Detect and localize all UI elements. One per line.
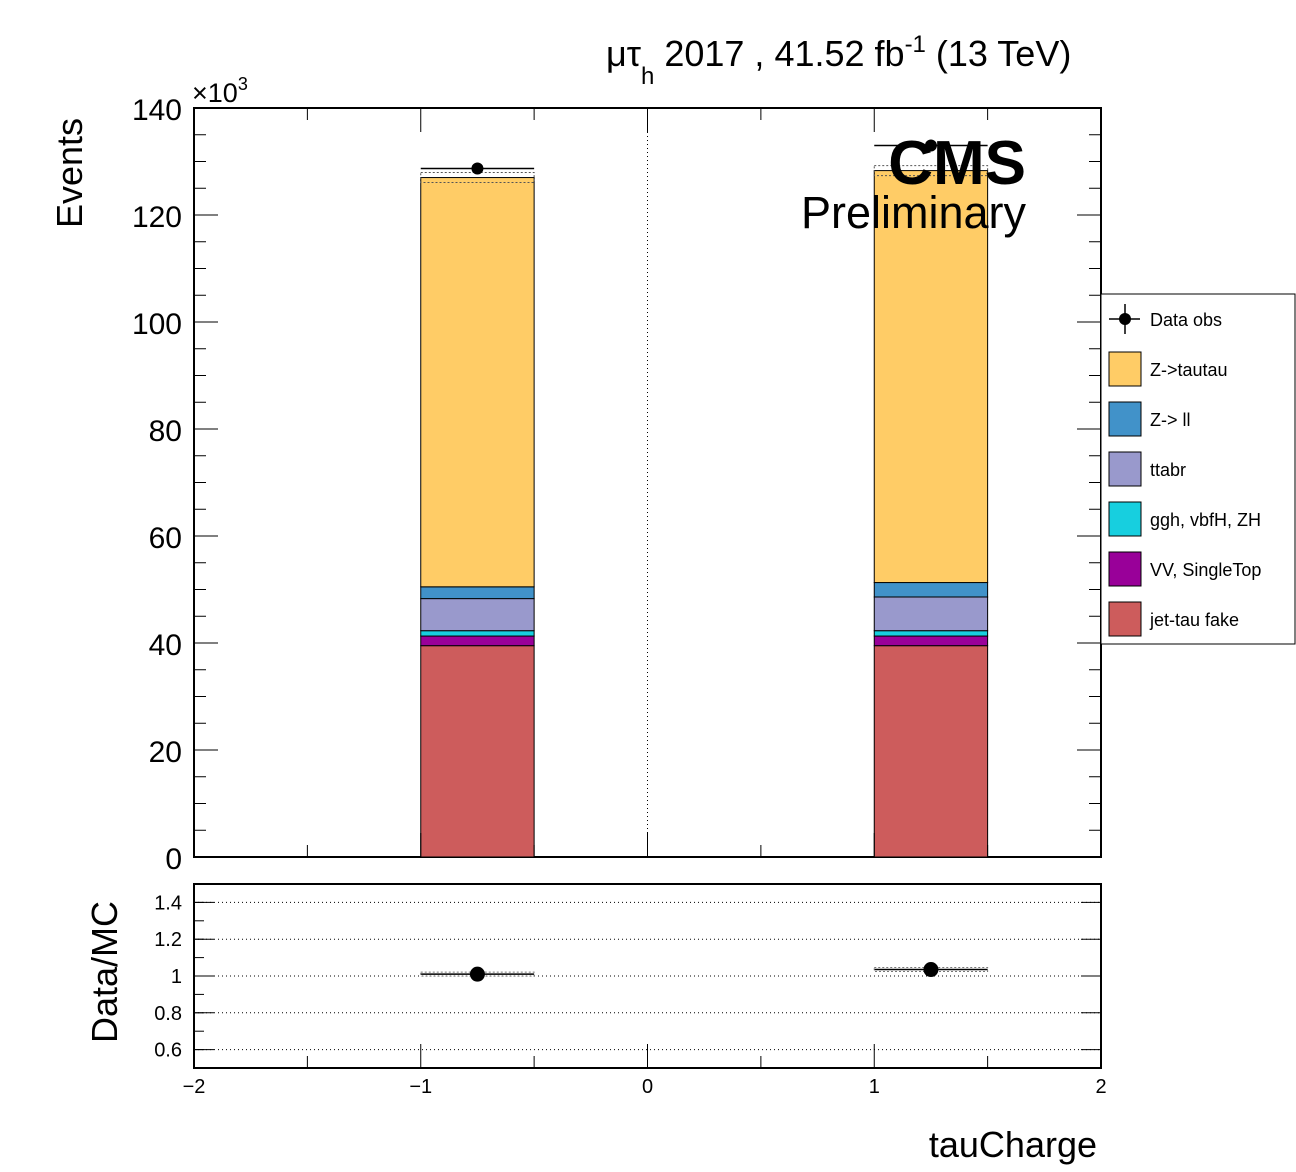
main-axes: 0 20 40 60 80 100 120 140 (132, 94, 1102, 876)
legend-swatch-ttabr (1108, 451, 1142, 487)
bar-jet-tau-fake-bin1 (420, 645, 535, 858)
y-multiplier-base: ×10 (192, 78, 238, 108)
stacked-bars (420, 165, 989, 858)
data-point-bin1 (471, 162, 484, 175)
y-tick-label: 120 (132, 201, 182, 234)
ratio-y-tick-label: 0.6 (154, 1040, 182, 1062)
cms-label: CMS (888, 129, 1026, 198)
bar-vv-singletop-bin2 (873, 635, 989, 647)
ratio-y-axis-title: Data/MC (84, 901, 125, 1043)
header-year-lumi: 2017 , 41.52 fb (654, 33, 904, 74)
legend-label-vv-singletop: VV, SingleTop (1150, 560, 1261, 580)
y-tick-label: 0 (165, 843, 182, 876)
legend-swatch-vv-singletop (1108, 551, 1142, 587)
y-tick-label: 100 (132, 308, 182, 341)
bar-z-ll-bin2 (873, 582, 989, 598)
bar-jet-tau-fake-bin2 (873, 645, 989, 858)
bar-ttabr-bin2 (873, 596, 989, 632)
header-tau-subscript: h (641, 63, 654, 90)
preliminary-label: Preliminary (801, 187, 1027, 238)
header-energy: (13 TeV) (926, 33, 1071, 74)
header-mu: μ (606, 33, 627, 74)
ratio-points (420, 962, 989, 982)
y-tick-label: 20 (149, 736, 182, 769)
data-points (420, 139, 988, 175)
header-title: μτh 2017 , 41.52 fb-1 (13 TeV) (606, 31, 1071, 90)
legend-label-data-obs: Data obs (1150, 310, 1222, 330)
bar-ttabr-bin1 (420, 598, 535, 632)
legend-label-z-ll: Z-> ll (1150, 410, 1191, 430)
legend-swatch-ggh-vbfh-zh (1108, 501, 1142, 537)
ratio-point-bin1 (469, 966, 485, 982)
ratio-y-tick-label: 1.2 (154, 929, 182, 951)
y-tick-label: 40 (149, 629, 182, 662)
data-point-bin2 (924, 139, 937, 152)
ratio-y-tick-label: 1 (171, 966, 182, 988)
ratio-point-bin2 (923, 962, 939, 978)
bar-ggh-vbfh-zh-bin1 (420, 630, 535, 637)
bar-z-ll-bin1 (420, 586, 535, 600)
bar-z-tautau-bin1 (420, 177, 535, 588)
header-tau: τ (627, 33, 641, 74)
ratio-y-tick-label: 0.8 (154, 1003, 182, 1025)
y-tick-label: 140 (132, 94, 182, 127)
header-lumi-exponent: -1 (905, 31, 926, 58)
x-tick-label: 2 (1095, 1076, 1106, 1098)
x-tick-label: −2 (183, 1076, 206, 1098)
y-multiplier-exponent: 3 (238, 74, 248, 94)
y-axis-title: Events (49, 118, 90, 228)
bar-ggh-vbfh-zh-bin2 (873, 630, 989, 637)
legend-marker-data-obs (1119, 313, 1131, 325)
y-tick-label: 60 (149, 522, 182, 555)
x-tick-label: −1 (409, 1076, 432, 1098)
legend-swatch-z-ll (1108, 401, 1142, 437)
y-multiplier: ×103 (192, 74, 248, 108)
bar-vv-singletop-bin1 (420, 635, 535, 647)
legend-swatch-jet-tau-fake (1108, 601, 1142, 637)
legend: Data obs Z->tautau Z-> ll ttabr ggh, vbfH, Z… (1100, 293, 1296, 645)
legend-label-z-tautau: Z->tautau (1150, 360, 1228, 380)
legend-swatch-z-tautau (1108, 351, 1142, 387)
x-axis-title: tauCharge (929, 1124, 1097, 1165)
y-tick-label: 80 (149, 415, 182, 448)
ratio-y-tick-label: 1.4 (154, 892, 182, 914)
legend-label-jet-tau-fake: jet-tau fake (1149, 610, 1239, 630)
bar-z-tautau-bin2 (873, 170, 989, 584)
mc-uncertainty-band-bin2 (873, 165, 989, 177)
x-tick-label: 1 (869, 1076, 880, 1098)
legend-label-ggh-vbfh-zh: ggh, vbfH, ZH (1150, 510, 1261, 530)
legend-label-ttabr: ttabr (1150, 460, 1186, 480)
ratio-frame: 0.6 0.8 1 1.2 1.4 −2 −1 0 1 2 (154, 883, 1107, 1098)
x-tick-label: 0 (642, 1076, 653, 1098)
